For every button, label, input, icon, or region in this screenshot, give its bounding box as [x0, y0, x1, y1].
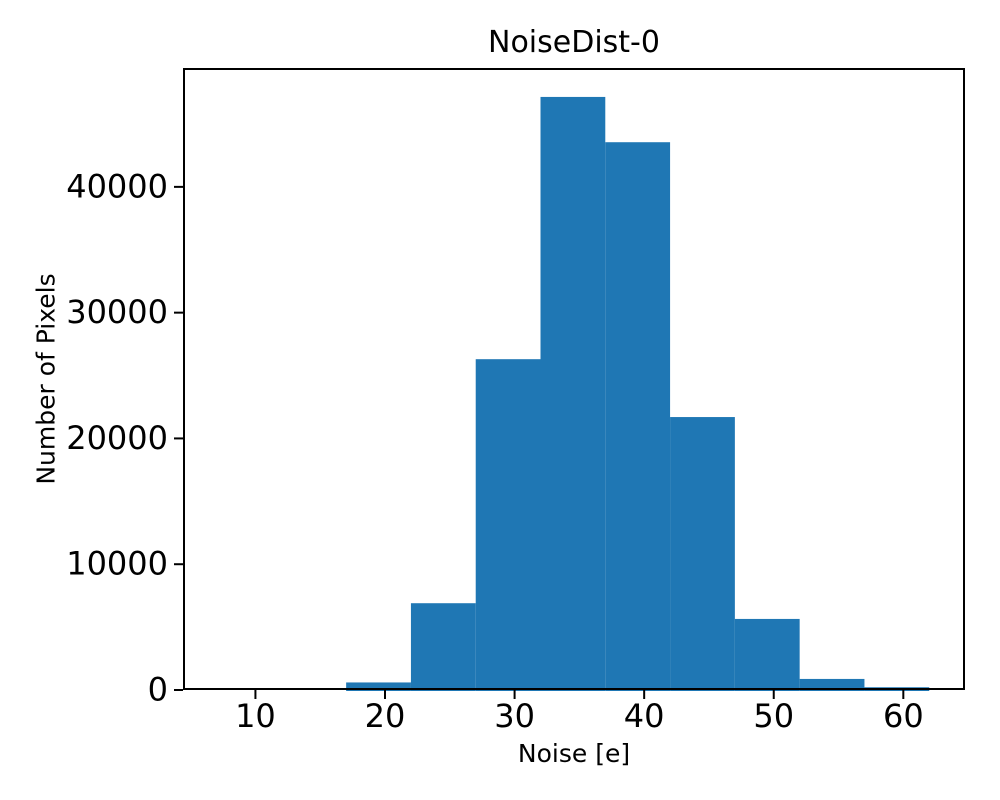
histogram-bar — [540, 96, 606, 692]
x-tick-label: 60 — [883, 697, 924, 735]
y-tick-label: 30000 — [66, 293, 168, 331]
y-tick-label: 0 — [148, 671, 168, 709]
histogram-bar — [475, 359, 541, 691]
x-tick-label: 30 — [494, 697, 535, 735]
x-tick-label: 10 — [235, 697, 276, 735]
histogram-bar — [799, 678, 865, 691]
histogram-bar — [670, 417, 735, 691]
histogram-bar — [410, 603, 476, 691]
x-tick-label: 20 — [365, 697, 406, 735]
histogram-bar — [605, 142, 671, 691]
chart-title: NoiseDist-0 — [488, 25, 660, 60]
y-axis-label: Number of Pixels — [31, 273, 61, 485]
histogram-bar — [346, 682, 411, 691]
histogram-bar — [734, 618, 800, 691]
x-tick-label: 40 — [624, 697, 665, 735]
x-tick-label: 50 — [753, 697, 794, 735]
y-tick-label: 10000 — [66, 545, 168, 583]
axes-frame — [183, 68, 965, 690]
y-tick-label: 40000 — [66, 167, 168, 205]
x-axis-label: Noise [e] — [517, 739, 631, 768]
y-tick-label: 20000 — [66, 419, 168, 457]
